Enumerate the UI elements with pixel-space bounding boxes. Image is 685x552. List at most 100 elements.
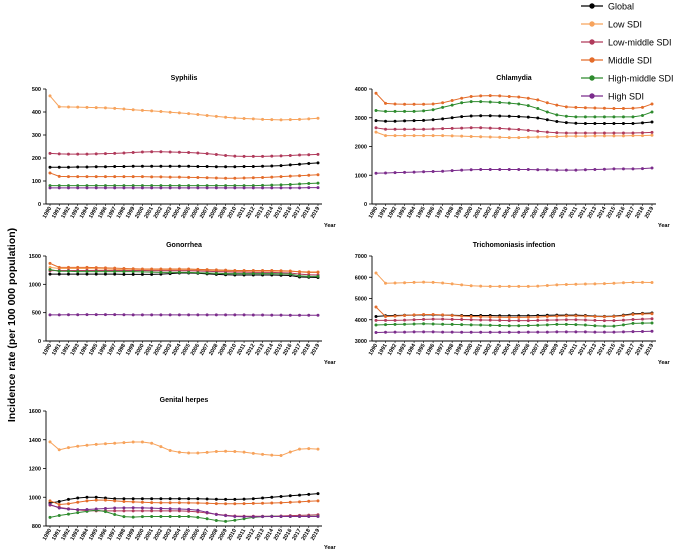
data-point	[431, 102, 435, 106]
x-tick-label: 2014	[596, 342, 608, 356]
data-point	[140, 175, 144, 179]
data-point	[288, 174, 292, 178]
data-point	[307, 117, 311, 121]
data-point	[205, 268, 209, 272]
data-point	[555, 131, 559, 135]
data-point	[85, 272, 89, 276]
data-point	[205, 517, 209, 521]
x-tick-label: 2009	[549, 206, 560, 220]
x-tick-label: 2000	[134, 206, 145, 220]
x-tick-label: 2015	[606, 343, 617, 357]
data-point	[205, 313, 209, 317]
data-point	[498, 318, 502, 322]
data-point	[48, 186, 52, 190]
data-point	[602, 319, 606, 323]
data-point	[261, 117, 265, 121]
data-point	[103, 165, 107, 169]
data-point	[288, 118, 292, 122]
data-point	[224, 153, 228, 157]
data-point	[307, 182, 311, 186]
data-point	[545, 168, 549, 172]
data-point	[469, 284, 473, 288]
data-point	[441, 105, 445, 109]
x-tick-label: 1990	[368, 206, 379, 220]
data-point	[233, 502, 237, 506]
data-point	[517, 115, 521, 119]
data-point	[621, 323, 625, 327]
data-point	[431, 134, 435, 138]
series-high-sdi	[374, 329, 654, 334]
data-point	[384, 318, 388, 322]
data-point	[187, 186, 191, 190]
x-tick-label: 2015	[273, 206, 284, 220]
x-tick-label: 1998	[116, 343, 127, 357]
x-tick-label: 2009	[549, 343, 560, 357]
data-point	[460, 330, 464, 334]
data-point	[214, 176, 218, 180]
data-point	[479, 94, 483, 98]
data-point	[640, 321, 644, 325]
data-point	[441, 169, 445, 173]
data-point	[279, 313, 283, 317]
chart-syphilis: Syphilis 0 100 200 300 400 500 1990199119921993…	[32, 75, 337, 229]
data-point	[621, 131, 625, 135]
data-point	[233, 186, 237, 190]
data-point	[48, 94, 52, 98]
data-point	[307, 173, 311, 177]
y-tick-label: 4000	[355, 318, 367, 324]
x-tick-label: 1994	[406, 342, 418, 356]
x-tick-label: 2018	[634, 343, 645, 357]
x-tick-label: 2017	[291, 528, 302, 542]
data-point	[403, 322, 407, 326]
data-point	[526, 96, 530, 100]
data-point	[76, 186, 80, 190]
data-point	[103, 106, 107, 110]
data-point	[94, 495, 98, 499]
data-point	[374, 171, 378, 175]
data-point	[374, 323, 378, 327]
data-point	[242, 176, 246, 180]
data-point	[469, 126, 473, 130]
series-low-sdi	[374, 271, 654, 288]
data-point	[431, 280, 435, 284]
x-tick-label: 1995	[415, 343, 426, 357]
data-point	[196, 497, 200, 501]
x-tick-label: 2013	[254, 343, 265, 357]
data-point	[187, 270, 191, 274]
data-point	[621, 107, 625, 111]
data-point	[384, 315, 388, 319]
data-point	[168, 501, 172, 505]
x-tick-label: 2008	[208, 528, 219, 542]
data-point	[498, 135, 502, 139]
data-point	[403, 109, 407, 113]
data-point	[224, 502, 228, 506]
data-point	[168, 267, 172, 271]
data-point	[498, 323, 502, 327]
data-point	[526, 168, 530, 171]
x-tick-label: 2015	[273, 343, 284, 357]
data-point	[316, 161, 320, 165]
data-point	[650, 312, 654, 316]
data-point	[76, 152, 80, 156]
data-point	[403, 102, 407, 106]
legend-label: Middle SDI	[608, 56, 652, 66]
data-point	[261, 186, 265, 190]
data-point	[431, 322, 435, 326]
data-point	[122, 165, 126, 169]
data-point	[48, 261, 52, 265]
data-point	[536, 330, 540, 334]
data-point	[261, 164, 265, 168]
data-point	[187, 150, 191, 154]
x-tick-label: 1992	[387, 206, 398, 220]
data-point	[251, 165, 255, 169]
data-point	[612, 131, 616, 135]
x-tick-label: 2005	[181, 206, 192, 220]
data-point	[224, 497, 228, 501]
data-point	[76, 500, 80, 504]
series-line	[49, 499, 319, 505]
data-point	[103, 266, 107, 270]
data-point	[517, 128, 521, 132]
data-point	[422, 317, 426, 321]
data-point	[593, 168, 597, 171]
